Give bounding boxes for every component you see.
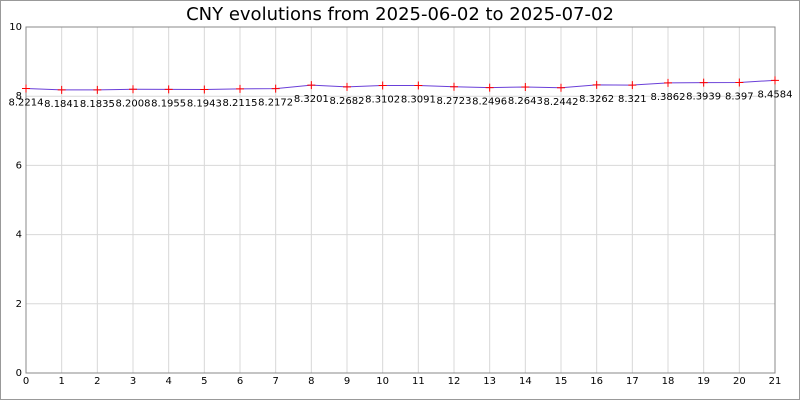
x-tick-label: 18 [662,376,675,387]
y-tick-label: 2 [16,299,22,310]
marker [343,82,351,91]
marker [236,84,244,93]
y-tick-label: 10 [9,22,22,33]
marker [200,85,209,94]
x-tick-label: 17 [626,376,639,387]
marker [22,84,30,93]
marker [735,78,744,87]
marker [592,80,601,89]
marker [414,81,423,90]
data-label: 8.4584 [758,89,793,100]
marker [378,81,387,90]
y-tick-label: 0 [16,368,22,379]
marker [485,83,494,92]
data-label: 8.1835 [80,99,115,110]
marker [307,81,316,90]
y-tick-label: 8 [16,91,22,102]
x-tick-label: 9 [344,376,350,387]
data-label: 8.3862 [651,92,686,103]
marker [129,85,137,94]
data-label: 8.3262 [579,94,614,105]
y-tick-label: 6 [16,160,22,171]
data-label: 8.2008 [116,98,151,109]
marker [57,85,66,94]
marker [271,84,280,93]
data-label: 8.2682 [330,96,365,107]
data-label: 8.2442 [544,97,579,108]
marker [450,82,458,91]
marker [664,78,672,87]
data-label: 8.2214 [9,98,44,109]
x-tick-label: 14 [519,376,532,387]
marker [93,85,102,94]
data-label: 8.3091 [401,95,436,106]
x-tick-label: 13 [483,376,496,387]
data-label: 8.2643 [508,96,543,107]
data-label: 8.1955 [151,98,186,109]
x-tick-label: 11 [412,376,425,387]
x-tick-label: 21 [769,376,782,387]
x-tick-label: 7 [272,376,278,387]
x-tick-label: 2 [94,376,100,387]
marker [164,85,173,94]
data-label: 8.321 [618,94,647,105]
x-tick-label: 6 [237,376,243,387]
data-label: 8.2172 [258,98,293,109]
marker [699,78,708,87]
data-label: 8.2496 [472,97,507,108]
marker [521,83,530,92]
x-tick-label: 5 [201,376,207,387]
x-tick-label: 12 [448,376,461,387]
data-label: 8.1841 [44,99,79,110]
x-tick-label: 19 [697,376,710,387]
marker [557,83,565,92]
data-label: 8.397 [725,91,754,102]
x-tick-label: 4 [165,376,171,387]
x-tick-label: 0 [23,376,29,387]
data-label: 8.2723 [437,96,472,107]
y-tick-label: 4 [16,230,22,241]
x-tick-label: 20 [733,376,746,387]
x-tick-label: 16 [590,376,603,387]
series-line [25,79,776,91]
plot-area [25,26,776,374]
x-tick-label: 1 [58,376,64,387]
marker [771,76,779,85]
x-tick-label: 10 [376,376,389,387]
data-label: 8.2115 [223,98,258,109]
data-label: 8.3201 [294,94,329,105]
x-tick-label: 3 [130,376,136,387]
chart-title: CNY evolutions from 2025-06-02 to 2025-0… [186,4,614,25]
x-tick-label: 15 [555,376,568,387]
data-label: 8.3102 [365,94,400,105]
marker [628,81,637,90]
data-label: 8.3939 [686,92,721,103]
data-label: 8.1943 [187,98,222,109]
x-tick-label: 8 [308,376,314,387]
